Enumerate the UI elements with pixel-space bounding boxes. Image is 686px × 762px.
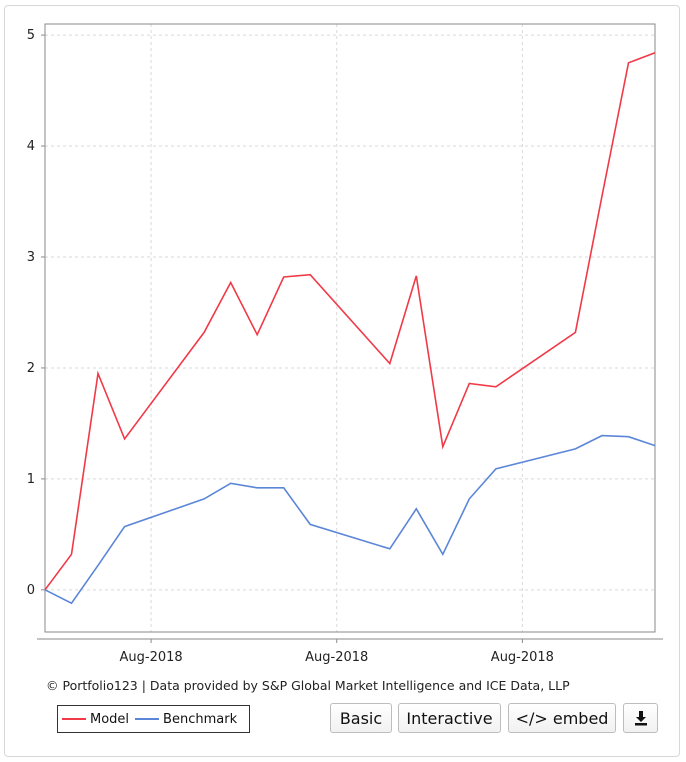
y-tick-label: 3 [27, 250, 35, 265]
y-tick-label: 0 [27, 583, 35, 598]
series-line-model [44, 52, 656, 591]
legend-swatch-benchmark [135, 718, 160, 720]
embed-button[interactable]: </> embed [508, 703, 616, 733]
legend-swatch-model [62, 718, 86, 720]
data-credit: © Portfolio123 | Data provided by S&P Gl… [46, 678, 570, 693]
y-tick-label: 1 [27, 472, 35, 487]
legend-item-benchmark: Benchmark [135, 712, 237, 727]
legend-item-model: Model [62, 712, 129, 727]
series-line-benchmark [44, 434, 656, 605]
y-tick-label: 4 [27, 139, 35, 154]
download-button[interactable] [623, 703, 658, 733]
legend-label-model: Model [90, 711, 130, 727]
line-chart: 0 1 2 3 4 5 Aug-2018 Aug-2018 Aug-2018 [27, 23, 663, 665]
x-tick-label: Aug-2018 [305, 650, 368, 665]
tick-labels: 0 1 2 3 4 5 Aug-2018 Aug-2018 Aug-2018 [27, 28, 554, 665]
plot-border [44, 23, 656, 633]
download-icon [634, 711, 647, 726]
y-tick-label: 5 [27, 28, 35, 43]
x-tick-label: Aug-2018 [120, 650, 183, 665]
axes [37, 34, 663, 643]
legend: Model Benchmark [57, 705, 251, 733]
basic-button[interactable]: Basic [330, 703, 392, 733]
grid [45, 24, 655, 632]
y-tick-label: 2 [27, 361, 35, 376]
interactive-button[interactable]: Interactive [398, 703, 501, 733]
legend-label-benchmark: Benchmark [163, 711, 238, 727]
x-tick-label: Aug-2018 [491, 650, 554, 665]
series [44, 52, 656, 605]
